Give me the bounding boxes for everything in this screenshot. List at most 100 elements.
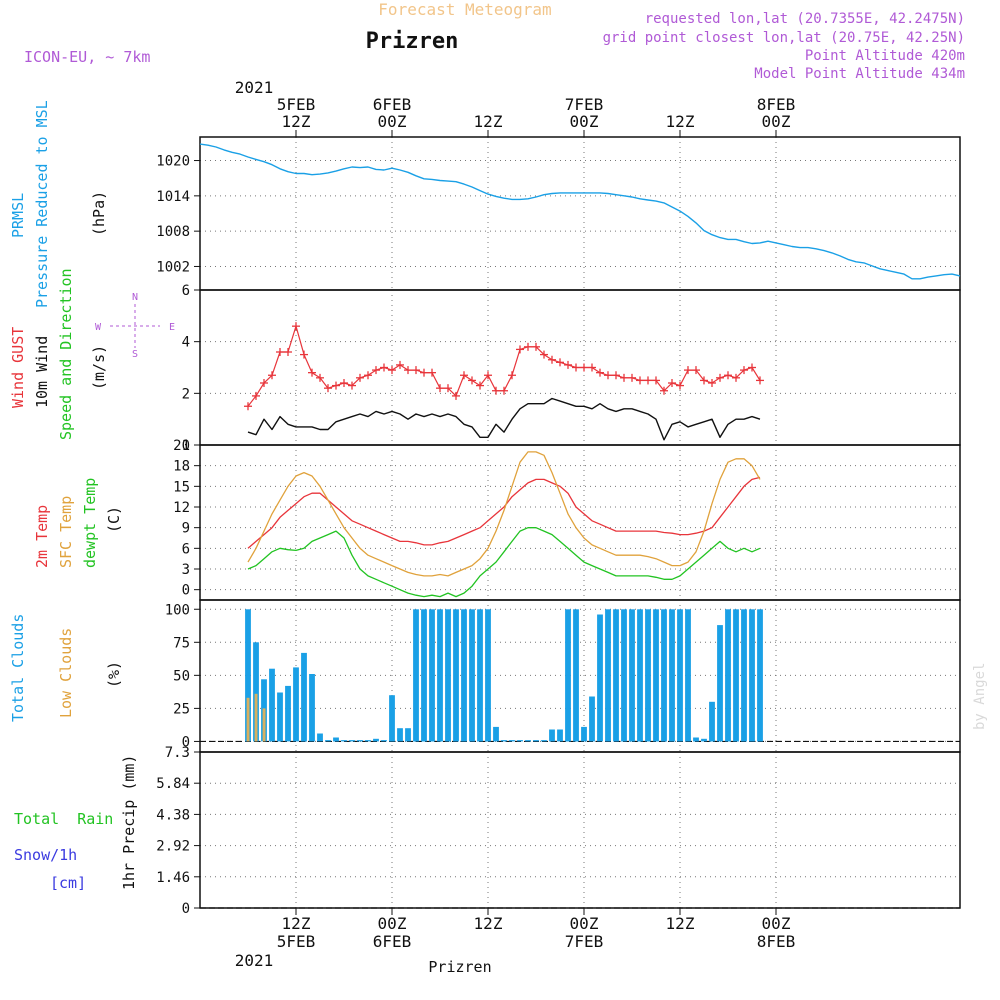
y-tick-label: 6 (182, 283, 190, 299)
total-cloud-bar (741, 609, 747, 742)
total-cloud-bar (717, 625, 723, 742)
y-tick-label: 1014 (156, 189, 190, 205)
precip-unit: 1hr Precip (mm) (120, 755, 138, 890)
total-cloud-bar (437, 609, 443, 742)
total-cloud-bar (517, 740, 523, 742)
y-tick-label: 4.38 (156, 807, 190, 823)
total-cloud-bar (693, 737, 699, 742)
bottom-axis-day: 7FEB (565, 932, 604, 951)
watermark: by Angel (972, 663, 988, 730)
total-cloud-bar (373, 738, 379, 742)
total-cloud-bar (557, 729, 563, 742)
total-cloud-bar (245, 609, 251, 742)
panel-frame (199, 444, 961, 601)
total-cloud-bar (541, 740, 547, 742)
total-cloud-bar (749, 609, 755, 742)
chart-subtitle: Forecast Meteogram (378, 0, 551, 19)
total-cloud-bar (573, 609, 579, 742)
total-cloud-bar (709, 701, 715, 742)
total-cloud-bar (621, 609, 627, 742)
low-cloud-bar (246, 697, 250, 742)
total-cloud-bar (389, 695, 395, 742)
total-cloud-bar (277, 692, 283, 742)
cloud-unit: (%) (105, 661, 123, 688)
total-cloud-bar (653, 609, 659, 742)
y-tick-label: 0 (182, 583, 190, 599)
y-tick-label: 100 (165, 602, 190, 618)
compass-north: N (132, 292, 138, 303)
rain-label: Total Rain (14, 810, 113, 828)
y-tick-label: 0 (182, 438, 190, 454)
top-axis-year: 2021 (235, 78, 274, 97)
total-cloud-bar (325, 740, 331, 742)
snow-label: Snow/1h (14, 846, 77, 864)
pressure-labels: PRMSL Pressure Reduced to MSL (hPa) (9, 100, 108, 308)
total-cloud-bar (605, 609, 611, 742)
total-cloud-bar (453, 609, 459, 742)
total-cloud-bar (333, 737, 339, 742)
location-footer: Prizren (428, 958, 491, 976)
total-cloud-bar (629, 609, 635, 742)
total-cloud-bar (493, 726, 499, 742)
y-tick-label: 1002 (156, 259, 190, 275)
total-cloud-bar (733, 609, 739, 742)
y-tick-label: 1020 (156, 154, 190, 170)
total-cloud-bar (429, 609, 435, 742)
total-cloud-bar (469, 609, 475, 742)
bottom-axis-day: 8FEB (757, 932, 796, 951)
panel-temp: 21 18 15 12 9 6 3 0 (173, 438, 961, 601)
top-axis-day: 7FEB (565, 95, 604, 114)
total-cloud-bar (597, 614, 603, 742)
total-cloud-bar (477, 609, 483, 742)
total-clouds-label: Total Clouds (9, 614, 27, 722)
total-cloud-bar (413, 609, 419, 742)
y-tick-label: 5.84 (156, 776, 190, 792)
total-cloud-bar (405, 728, 411, 742)
total-cloud-bar (501, 740, 507, 742)
total-cloud-bar (301, 652, 307, 742)
total-cloud-bar (293, 667, 299, 742)
y-tick-label: 75 (173, 635, 190, 651)
total-cloud-bar (421, 609, 427, 742)
y-tick-label: 4 (182, 335, 190, 351)
top-axis-hour: 12Z (666, 112, 695, 131)
bottom-axis-hour: 12Z (282, 914, 311, 933)
panel-frame (199, 751, 961, 909)
y-tick-label: 15 (173, 479, 190, 495)
y-tick-label: 1.46 (156, 870, 190, 886)
total-cloud-bar (397, 728, 403, 742)
bottom-axis-year: 2021 (235, 951, 274, 970)
panel-wind: 6 4 2 0 (182, 283, 961, 454)
total-cloud-bar (581, 726, 587, 742)
wind-unit: (m/s) (90, 345, 108, 390)
chart-title: Prizren (366, 29, 459, 54)
y-tick-label: 1008 (156, 224, 190, 240)
pressure-line (199, 143, 961, 280)
compass-south: S (132, 349, 138, 360)
precip-labels: Total Rain Snow/1h [cm] 1hr Precip (mm) (14, 755, 138, 892)
total-cloud-bar (637, 609, 643, 742)
total-cloud-bar (661, 609, 667, 742)
panel-frame (199, 136, 961, 291)
grid-coords: grid point closest lon,lat (20.75E, 42.2… (603, 30, 965, 46)
model-altitude: Model Point Altitude 434m (754, 66, 965, 82)
dewpt-line (247, 527, 761, 598)
bottom-axis-day: 5FEB (277, 932, 316, 951)
total-cloud-bar (669, 609, 675, 742)
top-axis-hour: 12Z (474, 112, 503, 131)
bottom-axis-hour: 00Z (570, 914, 599, 933)
total-cloud-bar (685, 609, 691, 742)
y-tick-label: 2.92 (156, 839, 190, 855)
bottom-axis-hour: 00Z (378, 914, 407, 933)
bottom-axis-hour: 00Z (762, 914, 791, 933)
wind-direction-label: Speed and Direction (57, 268, 75, 440)
total-cloud-bar (357, 740, 363, 742)
point-altitude: Point Altitude 420m (805, 48, 965, 64)
temp-label: 2m Temp (33, 505, 51, 568)
compass-rose: N S W E (95, 292, 175, 360)
total-cloud-bar (341, 740, 347, 742)
y-tick-label: 7.3 (165, 745, 190, 761)
